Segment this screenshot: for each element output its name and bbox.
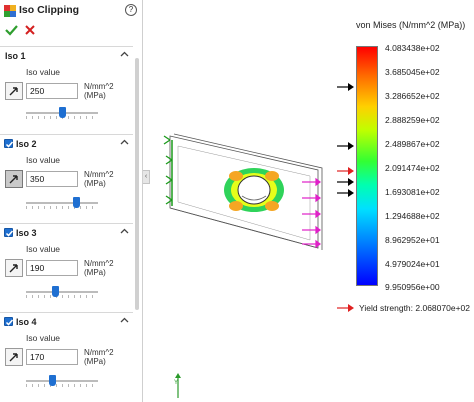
iso-value-input[interactable] <box>26 83 78 99</box>
legend-label: 1.294688e+02 <box>385 211 440 221</box>
help-icon[interactable]: ? <box>125 4 137 16</box>
pointer-arrow-icon <box>9 87 18 96</box>
unit-line: N/mm^2 <box>84 348 114 357</box>
iso-value-label: Iso value <box>26 155 61 165</box>
iso-slider[interactable] <box>26 197 98 209</box>
unit-label: N/mm^2 (MPa) <box>84 348 114 366</box>
iso-marker-arrow-icon <box>337 142 354 150</box>
yield-marker-arrow-icon <box>337 167 354 175</box>
unit-line: (MPa) <box>84 357 106 366</box>
legend-label: 8.962952e+01 <box>385 235 440 245</box>
unit-line: (MPa) <box>84 268 106 277</box>
iso-group-4: Iso 4 Iso value N/mm^2 (MPa) <box>0 312 133 402</box>
iso-group-header[interactable]: Iso 4 <box>0 313 133 331</box>
slider-thumb[interactable] <box>51 286 59 297</box>
iso-group-title: Iso 1 <box>5 51 26 61</box>
model-graphic <box>163 133 323 250</box>
svg-text:Y: Y <box>174 380 178 386</box>
stress-contour <box>224 168 284 212</box>
iso-group-header[interactable]: Iso 2 <box>0 135 133 153</box>
legend-label: 3.685045e+02 <box>385 67 440 77</box>
panel-header: Iso Clipping ? <box>0 0 143 40</box>
iso-group-header[interactable]: Iso 1 <box>0 47 133 65</box>
legend-label: 2.489867e+02 <box>385 139 440 149</box>
legend-label: 4.083438e+02 <box>385 43 440 53</box>
legend-title: von Mises (N/mm^2 (MPa)) <box>356 20 466 30</box>
iso-group-title: Iso 2 <box>16 139 37 149</box>
iso-slider[interactable] <box>26 107 98 119</box>
unit-label: N/mm^2 (MPa) <box>84 82 114 100</box>
property-manager-panel: Iso Clipping ? Iso 1 Iso value N/mm^2 (M… <box>0 0 143 402</box>
yield-strength-label: Yield strength: 2.068070e+02 <box>359 303 470 313</box>
load-arrows <box>302 177 321 249</box>
yield-arrow-icon <box>337 304 354 312</box>
iso-value-input[interactable] <box>26 171 78 187</box>
iso-enable-checkbox[interactable] <box>4 139 14 148</box>
iso-slider[interactable] <box>26 286 98 298</box>
iso-slider[interactable] <box>26 375 98 387</box>
pointer-arrow-icon <box>9 264 18 273</box>
color-scale-bar <box>356 46 378 286</box>
chevron-up-icon[interactable] <box>120 138 129 147</box>
unit-line: N/mm^2 <box>84 170 114 179</box>
cancel-button[interactable] <box>24 24 36 36</box>
unit-label: N/mm^2 (MPa) <box>84 259 114 277</box>
iso-group-title: Iso 3 <box>16 228 37 238</box>
unit-line: (MPa) <box>84 179 106 188</box>
chevron-up-icon[interactable] <box>120 316 129 325</box>
iso-enable-checkbox[interactable] <box>4 317 14 326</box>
iso-group-header[interactable]: Iso 3 <box>0 224 133 242</box>
model-viewport[interactable]: Y <box>150 0 350 402</box>
legend-label: 2.888259e+02 <box>385 115 440 125</box>
unit-label: N/mm^2 (MPa) <box>84 170 114 188</box>
legend-label: 9.950956e+00 <box>385 282 440 292</box>
pointer-arrow-icon <box>9 353 18 362</box>
panel-title: Iso Clipping <box>19 4 80 16</box>
iso-group-title: Iso 4 <box>16 317 37 327</box>
unit-line: N/mm^2 <box>84 82 114 91</box>
pick-iso-button[interactable] <box>5 82 23 100</box>
plate-outline <box>169 133 323 250</box>
pick-iso-button[interactable] <box>5 170 23 188</box>
pointer-arrow-icon <box>9 175 18 184</box>
ok-button[interactable] <box>5 24 18 36</box>
iso-group-3: Iso 3 Iso value N/mm^2 (MPa) <box>0 223 133 311</box>
iso-group-2: Iso 2 Iso value N/mm^2 (MPa) <box>0 134 133 222</box>
pick-iso-button[interactable] <box>5 348 23 366</box>
chevron-up-icon[interactable] <box>120 227 129 236</box>
legend-label: 3.286652e+02 <box>385 91 440 101</box>
iso-value-label: Iso value <box>26 333 61 343</box>
legend-label: 1.693081e+02 <box>385 187 440 197</box>
iso-enable-checkbox[interactable] <box>4 228 14 237</box>
iso-value-label: Iso value <box>26 244 61 254</box>
iso-group-1: Iso 1 Iso value N/mm^2 (MPa) <box>0 46 133 132</box>
slider-thumb[interactable] <box>48 375 56 386</box>
iso-value-input[interactable] <box>26 349 78 365</box>
yield-strength-row: Yield strength: 2.068070e+02 <box>337 303 474 315</box>
slider-thumb[interactable] <box>59 107 66 118</box>
chevron-up-icon[interactable] <box>120 50 129 59</box>
legend-label: 4.979024e+01 <box>385 259 440 269</box>
iso-marker-arrow-icon <box>337 178 354 186</box>
unit-line: N/mm^2 <box>84 259 114 268</box>
fixture-markers <box>163 135 173 206</box>
iso-value-input[interactable] <box>26 260 78 276</box>
pick-iso-button[interactable] <box>5 259 23 277</box>
slider-thumb[interactable] <box>73 197 81 208</box>
unit-line: (MPa) <box>84 91 106 100</box>
panel-scrollbar[interactable] <box>135 58 139 310</box>
legend-label: 2.091474e+02 <box>385 163 440 173</box>
iso-marker-arrow-icon <box>337 83 354 91</box>
iso-value-label: Iso value <box>26 67 61 77</box>
iso-clipping-icon <box>4 5 16 17</box>
panel-collapse-handle[interactable]: ‹ <box>143 170 150 184</box>
axis-triad-icon: Y <box>174 373 181 398</box>
iso-marker-arrow-icon <box>337 189 354 197</box>
